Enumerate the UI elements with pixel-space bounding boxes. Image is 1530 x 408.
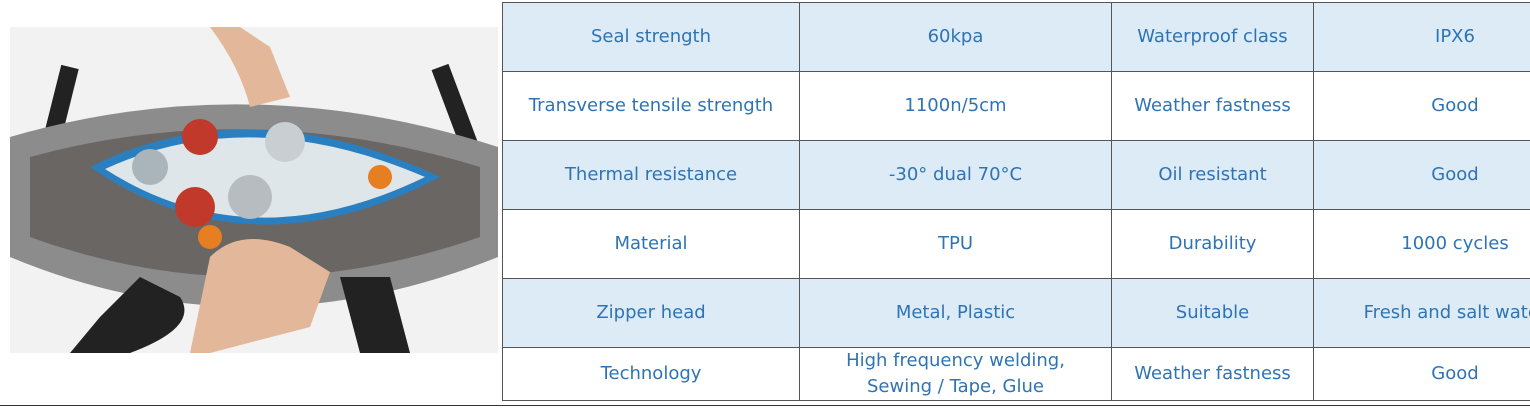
spec-value: IPX6 [1313,2,1530,72]
spec-label: Material [502,209,800,279]
spec-value: 60kpa [799,2,1112,72]
spec-row: Zipper head Metal, Plastic Suitable Fresh a… [502,278,1530,348]
spec-row: Material TPU Durability 1000 cycles [502,209,1530,279]
spec-value: 1100n/5cm [799,71,1112,141]
spec-row: Thermal resistance -30° dual 70°C Oil resi… [502,140,1530,210]
spec-label: Technology [502,347,800,401]
spec-label: Oil resistant [1111,140,1314,210]
spec-label: Thermal resistance [502,140,800,210]
spec-value: Fresh and salt water [1313,278,1530,348]
spec-label: Waterproof class [1111,2,1314,72]
spec-label: Suitable [1111,278,1314,348]
spec-value: 1000 cycles [1313,209,1530,279]
product-photo [10,27,498,353]
spec-label: Weather fastness [1111,71,1314,141]
spec-label: Seal strength [502,2,800,72]
spec-row: Seal strength 60kpa Waterproof class IPX6 [502,2,1530,72]
spec-label: Zipper head [502,278,800,348]
spec-value: Metal, Plastic [799,278,1112,348]
spec-value: Good [1313,140,1530,210]
spec-row: Technology High frequency welding, Sewing… [502,347,1530,401]
spec-label: Transverse tensile strength [502,71,800,141]
spec-label: Durability [1111,209,1314,279]
spec-value: Good [1313,347,1530,401]
spec-value: -30° dual 70°C [799,140,1112,210]
spec-row: Transverse tensile strength 1100n/5cm Weat… [502,71,1530,141]
spec-value: High frequency welding, Sewing / Tape, G… [799,347,1112,401]
spec-value: TPU [799,209,1112,279]
spec-table: Seal strength 60kpa Waterproof class IPX6 Tr… [502,2,1530,401]
spec-label: Weather fastness [1111,347,1314,401]
bottom-rule [0,405,1530,406]
spec-value: Good [1313,71,1530,141]
